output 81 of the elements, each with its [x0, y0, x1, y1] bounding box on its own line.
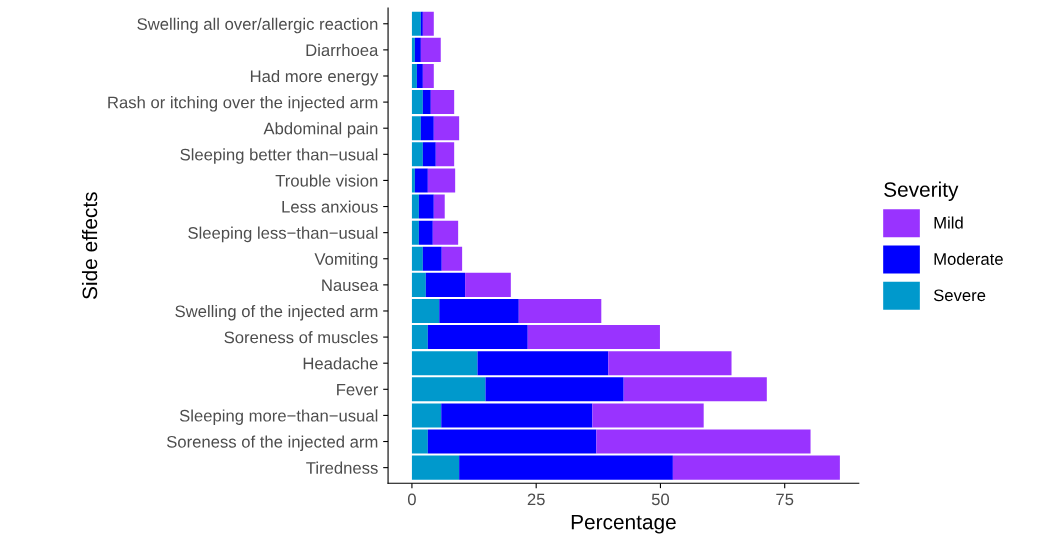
- y-tick-label: Vomiting: [314, 252, 378, 269]
- bar: [411, 298, 440, 323]
- y-tick-label: Abdominal pain: [263, 122, 378, 138]
- bar: [433, 194, 445, 219]
- y-tick-label: Had more energy: [250, 69, 379, 86]
- x-tick-label: 25: [527, 493, 545, 506]
- y-tick-label: Headache: [303, 357, 378, 370]
- y-tick-label: Sleeping more−than−usual: [179, 409, 378, 425]
- bar: [420, 116, 434, 141]
- y-tick-label: Sleeping better than−usual: [180, 148, 378, 164]
- y-tick-label: Sleeping less−than−usual: [188, 226, 378, 243]
- x-tick-label: 50: [651, 493, 670, 506]
- bar: [623, 377, 767, 402]
- bar: [411, 116, 421, 141]
- bar: [433, 116, 460, 141]
- legend-title: Severity: [884, 181, 959, 202]
- legend-label: Severe: [933, 289, 986, 302]
- bar: [414, 168, 428, 193]
- y-tick-label: Swelling of the injected arm: [175, 304, 378, 321]
- bar: [411, 63, 417, 88]
- y-axis-title: Side effects: [81, 192, 98, 299]
- y-tick-label: Swelling all over/allergic reaction: [137, 17, 378, 34]
- bar: [596, 429, 811, 454]
- bar: [427, 325, 528, 350]
- legend-label: Mild: [934, 216, 963, 229]
- bar: [411, 351, 478, 376]
- x-axis-title: Percentage: [571, 514, 676, 534]
- x-tick-label: 0: [407, 493, 416, 506]
- y-tick-label: Diarrhoea: [306, 43, 379, 57]
- bar: [485, 377, 624, 402]
- bar: [422, 11, 434, 36]
- bar: [411, 455, 460, 480]
- y-tick-label: Trouble vision: [275, 174, 378, 187]
- y-tick-label: Fever: [337, 383, 379, 396]
- bar: [592, 403, 704, 428]
- bar: [411, 429, 428, 454]
- bar: [427, 429, 597, 454]
- x-tick-label: 75: [776, 493, 794, 506]
- bar: [411, 220, 419, 245]
- bar: [430, 90, 455, 115]
- bar: [411, 377, 486, 402]
- bar: [422, 142, 436, 167]
- y-tick-label: Less anxious: [282, 200, 378, 213]
- bar: [411, 168, 415, 193]
- bar: [527, 325, 660, 350]
- bar: [422, 90, 431, 115]
- y-tick-label: Soreness of the injected arm: [166, 435, 378, 452]
- bar: [465, 272, 511, 297]
- bar: [441, 403, 593, 428]
- bar: [420, 37, 441, 62]
- bar: [411, 90, 423, 115]
- bar: [422, 246, 442, 271]
- bar: [435, 142, 455, 167]
- bar: [411, 142, 423, 167]
- bar: [518, 298, 602, 323]
- bar: [425, 272, 466, 297]
- bar: [477, 351, 609, 376]
- bar: [411, 272, 426, 297]
- bar: [432, 220, 459, 245]
- bar: [459, 455, 673, 480]
- bar: [411, 246, 423, 271]
- bar: [411, 403, 442, 428]
- bar: [411, 11, 421, 36]
- bar: [441, 246, 463, 271]
- y-tick-label: Soreness of muscles: [224, 331, 378, 344]
- bar: [439, 298, 519, 323]
- legend-label: Moderate: [934, 252, 1003, 265]
- y-tick-label: Rash or itching over the injected arm: [108, 96, 378, 112]
- bar: [422, 63, 434, 88]
- bar: [427, 168, 456, 193]
- bar: [608, 351, 732, 376]
- bar: [411, 194, 419, 219]
- bar: [416, 63, 423, 88]
- bar: [418, 220, 433, 245]
- y-tick-label: Tiredness: [306, 461, 378, 474]
- bar: [411, 325, 428, 350]
- y-tick-label: Nausea: [322, 279, 379, 292]
- bar: [418, 194, 434, 219]
- bar: [411, 37, 415, 62]
- bar: [672, 455, 840, 480]
- bar: [414, 37, 421, 62]
